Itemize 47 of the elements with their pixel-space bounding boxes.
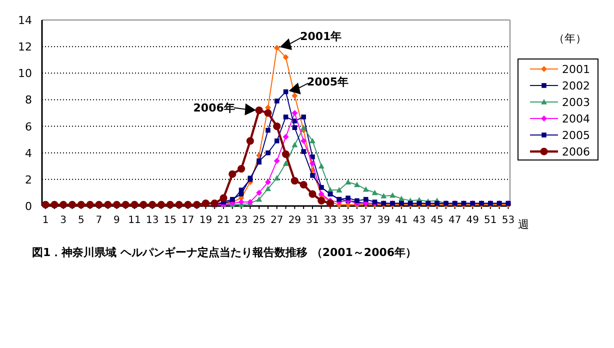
legend-label: 2006 xyxy=(562,146,590,158)
x-tick-label: 51 xyxy=(484,215,497,226)
x-tick-label: 19 xyxy=(199,215,212,226)
annotation: 2005年 xyxy=(306,76,349,89)
x-tick-label: 43 xyxy=(412,215,426,226)
x-tick-label: 1 xyxy=(42,215,49,226)
x-axis-title: 週 xyxy=(518,218,529,231)
y-tick-label: 2 xyxy=(25,173,32,186)
x-tick-label: 47 xyxy=(448,215,462,226)
x-tick-label: 21 xyxy=(217,215,230,226)
x-tick-label: 37 xyxy=(359,215,372,226)
x-tick-label: 35 xyxy=(342,215,354,226)
x-tick-label: 45 xyxy=(430,215,444,226)
y-tick-label: 12 xyxy=(18,40,32,54)
legend-label: 2001 xyxy=(562,63,590,76)
x-tick-label: 17 xyxy=(182,215,194,226)
x-tick-label: 11 xyxy=(128,215,141,226)
legend-label: 2005 xyxy=(562,129,590,142)
x-tick-label: 25 xyxy=(252,215,266,226)
x-tick-label: 53 xyxy=(502,215,515,226)
x-tick-label: 9 xyxy=(114,215,120,226)
y-tick-label: 6 xyxy=(25,120,32,134)
y-tick-label: 8 xyxy=(25,94,32,107)
x-tick-label: 33 xyxy=(324,215,337,226)
x-tick-label: 41 xyxy=(395,215,408,226)
x-tick-label: 27 xyxy=(270,215,284,226)
y-tick-label: 14 xyxy=(18,14,32,27)
x-tick-label: 7 xyxy=(96,215,102,226)
y-tick-label: 0 xyxy=(25,200,32,213)
annotation: 2001年 xyxy=(300,30,342,43)
legend-title: （年） xyxy=(554,32,586,45)
y-tick-label: 10 xyxy=(18,67,32,80)
text: 図1．神奈川県域 ヘルパンギーナ定点当たり報告数推移 （2001～2006年） xyxy=(32,246,417,259)
x-tick-label: 31 xyxy=(306,215,319,226)
x-tick-label: 39 xyxy=(377,215,390,226)
legend-label: 2004 xyxy=(562,112,590,126)
x-tick-label: 13 xyxy=(146,215,159,226)
legend-label: 2002 xyxy=(562,80,590,92)
x-tick-label: 23 xyxy=(234,215,248,226)
x-tick-label: 3 xyxy=(60,215,67,226)
x-tick-label: 49 xyxy=(466,215,479,226)
x-tick-label: 29 xyxy=(288,215,302,226)
annotation: 2006年 xyxy=(193,101,235,114)
y-tick-label: 4 xyxy=(25,146,32,160)
x-tick-label: 5 xyxy=(78,215,84,226)
legend-label: 2003 xyxy=(562,96,590,109)
x-tick-label: 15 xyxy=(164,215,176,226)
